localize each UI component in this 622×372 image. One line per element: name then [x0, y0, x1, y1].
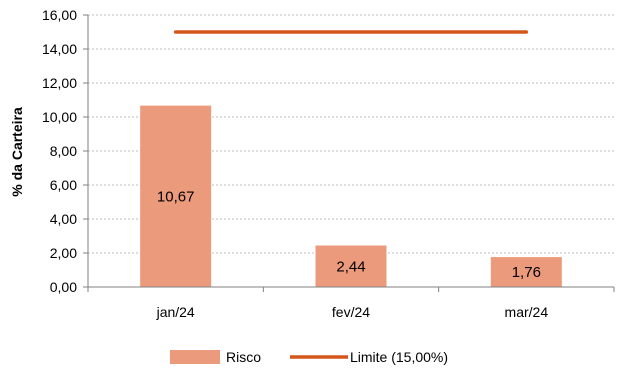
y-tick-label: 0,00 — [50, 279, 77, 295]
y-tick-label: 6,00 — [50, 177, 77, 193]
y-tick-label: 8,00 — [50, 143, 77, 159]
x-tick-labels: jan/24 fev/24 mar/24 — [156, 304, 549, 320]
legend: Risco Limite (15,00%) — [170, 349, 448, 365]
x-tick-label: jan/24 — [156, 304, 195, 320]
y-tick-label: 16,00 — [42, 7, 77, 23]
y-tick-label: 12,00 — [42, 75, 77, 91]
bar-data-label: 1,76 — [512, 264, 541, 281]
bar-risco — [140, 105, 212, 287]
axes — [87, 15, 615, 292]
gridlines — [83, 14, 614, 288]
bar-risco — [490, 257, 562, 287]
y-tick-labels: 0,00 2,00 4,00 6,00 8,00 10,00 12,00 14,00 16,00 — [42, 7, 77, 295]
legend-swatch-risco — [170, 350, 220, 364]
y-tick-label: 10,00 — [42, 109, 77, 125]
y-axis-title: % da Carteira — [9, 107, 25, 197]
bar-data-label: 2,44 — [336, 258, 365, 275]
bars — [140, 105, 562, 287]
bar-data-label: 10,67 — [157, 188, 195, 205]
x-tick-label: fev/24 — [332, 304, 370, 320]
x-tick-label: mar/24 — [505, 304, 549, 320]
y-tick-label: 2,00 — [50, 245, 77, 261]
y-tick-label: 4,00 — [50, 211, 77, 227]
legend-label-limite: Limite (15,00%) — [350, 349, 448, 365]
data-labels: 10,67 2,44 1,76 — [157, 188, 541, 281]
y-tick-label: 14,00 — [42, 41, 77, 57]
bar-risco — [315, 245, 387, 287]
legend-label-risco: Risco — [226, 349, 261, 365]
